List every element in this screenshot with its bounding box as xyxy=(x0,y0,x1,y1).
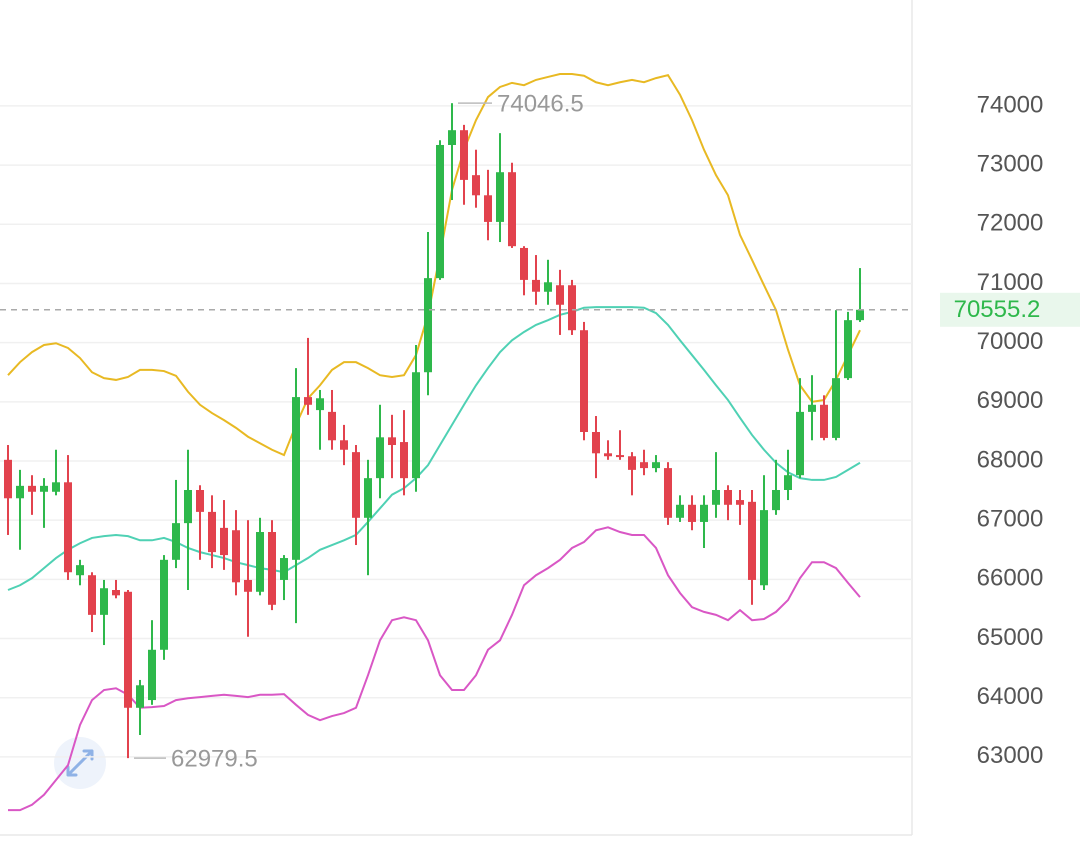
candle-body xyxy=(640,462,648,469)
band-line xyxy=(7,306,861,591)
candle-body xyxy=(676,504,684,518)
candle-body xyxy=(4,459,12,499)
candle-body xyxy=(352,452,360,518)
candle-body xyxy=(496,172,504,222)
candle-body xyxy=(748,501,756,580)
candle-body xyxy=(460,130,468,180)
low-annotation: 62979.5 xyxy=(171,745,258,772)
candle-body xyxy=(568,285,576,331)
candle-body xyxy=(388,437,396,446)
candle-body xyxy=(832,378,840,438)
y-tick-label: 72000 xyxy=(977,210,1044,237)
candle-body xyxy=(376,437,384,479)
candle-body xyxy=(532,279,540,292)
candle-body xyxy=(268,532,276,605)
high-annotation: 74046.5 xyxy=(497,91,584,118)
candle-body xyxy=(100,588,108,615)
candle-body xyxy=(484,195,492,222)
candle-body xyxy=(844,320,852,379)
candle-body xyxy=(88,575,96,615)
candle-body xyxy=(364,478,372,518)
candle-body xyxy=(196,489,204,512)
y-tick-label: 71000 xyxy=(977,269,1044,296)
y-tick-label: 64000 xyxy=(977,683,1044,710)
candle-body xyxy=(136,685,144,708)
candle-body xyxy=(616,455,624,458)
candle-body xyxy=(28,485,36,492)
y-tick-label: 73000 xyxy=(977,150,1044,177)
candle-body xyxy=(52,482,60,492)
candle-body xyxy=(232,530,240,583)
candle-body xyxy=(472,175,480,196)
candle-body xyxy=(724,489,732,505)
band-line xyxy=(7,72,861,457)
y-tick-label: 69000 xyxy=(977,387,1044,414)
y-tick-label: 66000 xyxy=(977,565,1044,592)
candle-body xyxy=(76,565,84,576)
candle-body xyxy=(556,285,564,305)
candle-body xyxy=(220,527,228,556)
candle-body xyxy=(772,489,780,511)
candle-body xyxy=(700,504,708,522)
candle-body xyxy=(796,411,804,476)
candle-body xyxy=(760,510,768,586)
candle-body xyxy=(544,282,552,292)
candle-body xyxy=(508,172,516,247)
candle-body xyxy=(160,559,168,650)
candle-body xyxy=(580,330,588,432)
candle-body xyxy=(712,489,720,505)
y-tick-label: 70000 xyxy=(977,328,1044,355)
candle-body xyxy=(40,485,48,492)
candle-body xyxy=(208,511,216,553)
candle-body xyxy=(280,558,288,580)
candle-body xyxy=(448,130,456,145)
candle-body xyxy=(628,456,636,470)
expand-icon[interactable] xyxy=(66,749,94,777)
candle-body xyxy=(736,500,744,505)
y-tick-label: 68000 xyxy=(977,446,1044,473)
candle-body xyxy=(808,404,816,412)
expand-button[interactable] xyxy=(54,737,106,789)
candle-body xyxy=(412,372,420,479)
candle-body xyxy=(184,489,192,524)
candle-body xyxy=(424,278,432,373)
candle-body xyxy=(856,309,864,321)
y-tick-label: 65000 xyxy=(977,624,1044,651)
candle-body xyxy=(16,485,24,499)
candle-body xyxy=(172,523,180,560)
candle-body xyxy=(592,431,600,454)
candle-body xyxy=(112,590,120,596)
candle-body xyxy=(328,411,336,441)
candle-body xyxy=(256,532,264,592)
candle-body xyxy=(244,579,252,592)
candle-body xyxy=(124,591,132,708)
y-tick-label: 74000 xyxy=(977,91,1044,118)
candle-body xyxy=(520,247,528,280)
candle-body xyxy=(340,440,348,450)
candle-body xyxy=(664,468,672,518)
candle-body xyxy=(688,504,696,522)
candle-body xyxy=(400,442,408,479)
candle-body xyxy=(604,453,612,457)
candle-body xyxy=(64,482,72,573)
candle-body xyxy=(436,144,444,279)
last-price-label: 70555.2 xyxy=(954,296,1041,323)
band-line xyxy=(8,526,861,812)
candle-body xyxy=(316,398,324,411)
last-price-tag xyxy=(940,292,1080,327)
candle-body xyxy=(292,397,300,560)
y-tick-label: 67000 xyxy=(977,506,1044,533)
candle-body xyxy=(652,462,660,469)
candle-body xyxy=(148,649,156,701)
candle-body xyxy=(820,404,828,438)
candle-body xyxy=(304,397,312,405)
candle-body xyxy=(784,475,792,490)
y-tick-label: 63000 xyxy=(977,742,1044,769)
